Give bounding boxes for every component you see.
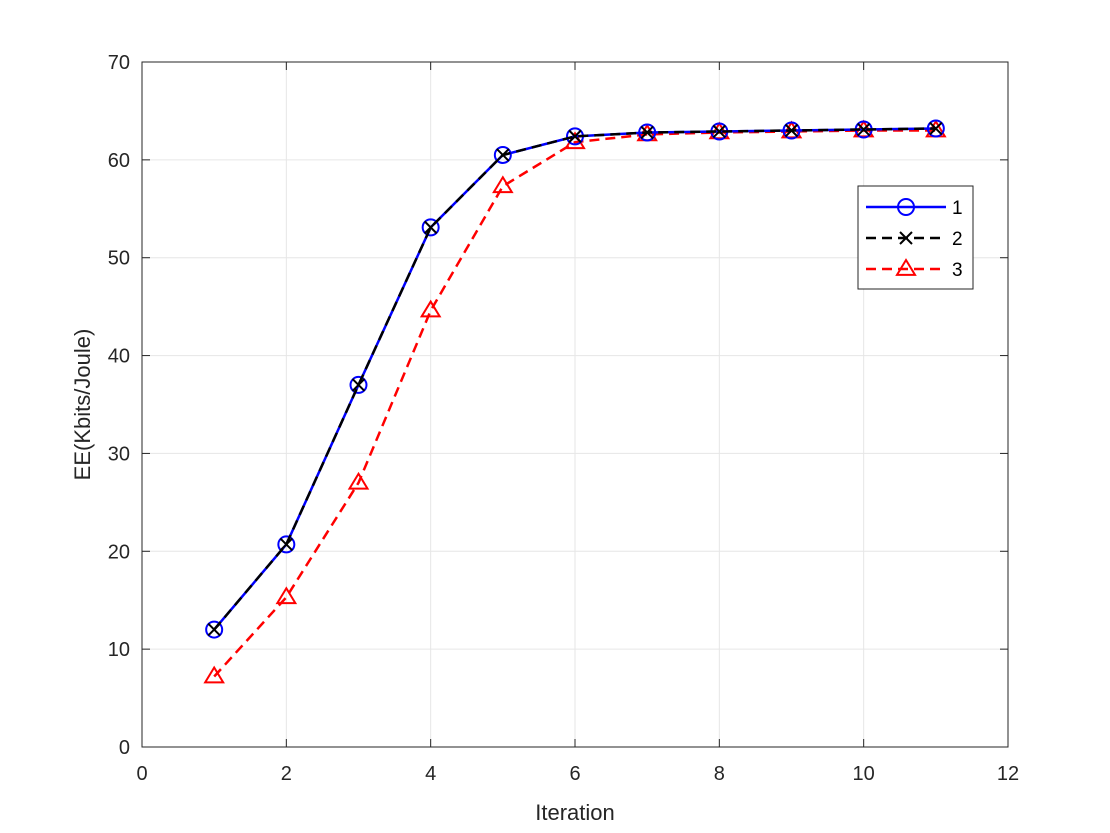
y-tick-label: 50 <box>108 248 130 270</box>
legend-label-1: 1 <box>952 198 963 219</box>
data-point-series-2 <box>423 220 438 235</box>
y-tick-label: 30 <box>108 443 130 465</box>
data-point-series-1 <box>277 535 296 554</box>
grid <box>142 62 1008 747</box>
x-tick-label: 2 <box>281 763 292 785</box>
data-point-series-2 <box>784 123 799 138</box>
data-point-series-2 <box>568 129 582 144</box>
data-point-series-3 <box>492 175 514 194</box>
data-point-series-1 <box>205 620 224 639</box>
y-tick-label: 0 <box>119 737 130 759</box>
data-point-series-1 <box>493 145 512 164</box>
data-point-series-2 <box>856 122 871 137</box>
series <box>203 119 947 684</box>
data-point-series-3 <box>419 299 442 318</box>
data-point-series-1 <box>349 375 368 394</box>
legend-label-3: 3 <box>952 260 963 281</box>
y-tick-label: 20 <box>108 541 130 563</box>
series-2 <box>207 121 943 637</box>
legend: 1 2 3 <box>857 185 974 290</box>
y-tick-label: 40 <box>108 346 130 368</box>
x-tick-label: 0 <box>136 763 147 785</box>
data-point-series-2 <box>712 124 727 139</box>
y-tick-label: 10 <box>108 639 130 661</box>
data-point-series-3 <box>347 471 370 490</box>
x-axis-label: Iteration <box>535 800 615 825</box>
legend-marker-2 <box>899 231 913 245</box>
y-axis-label: EE(Kbits/Joule) <box>70 329 95 481</box>
x-tick-label: 6 <box>569 763 580 785</box>
y-tick-label: 60 <box>108 150 130 172</box>
x-tick-label: 10 <box>853 763 875 785</box>
data-point-series-1 <box>782 121 801 140</box>
data-point-series-2 <box>496 148 510 162</box>
legend-label-2: 2 <box>952 229 963 250</box>
legend-marker-3 <box>895 258 917 276</box>
data-point-series-2 <box>640 125 654 140</box>
y-tick-label: 70 <box>108 52 130 74</box>
x-tick-label: 12 <box>997 763 1019 785</box>
data-point-series-1 <box>926 119 945 138</box>
data-point-series-2 <box>279 537 294 552</box>
data-point-series-2 <box>207 622 221 637</box>
series-line-2 <box>213 127 936 631</box>
data-point-series-1 <box>638 123 657 142</box>
data-point-series-3 <box>203 665 225 684</box>
x-tick-label: 8 <box>714 763 725 785</box>
legend-marker-1 <box>897 198 915 216</box>
data-point-series-2 <box>929 121 943 136</box>
data-point-series-3 <box>275 586 298 605</box>
data-point-series-2 <box>351 378 366 392</box>
data-point-series-1 <box>421 218 440 237</box>
x-tick-label: 4 <box>425 763 436 785</box>
